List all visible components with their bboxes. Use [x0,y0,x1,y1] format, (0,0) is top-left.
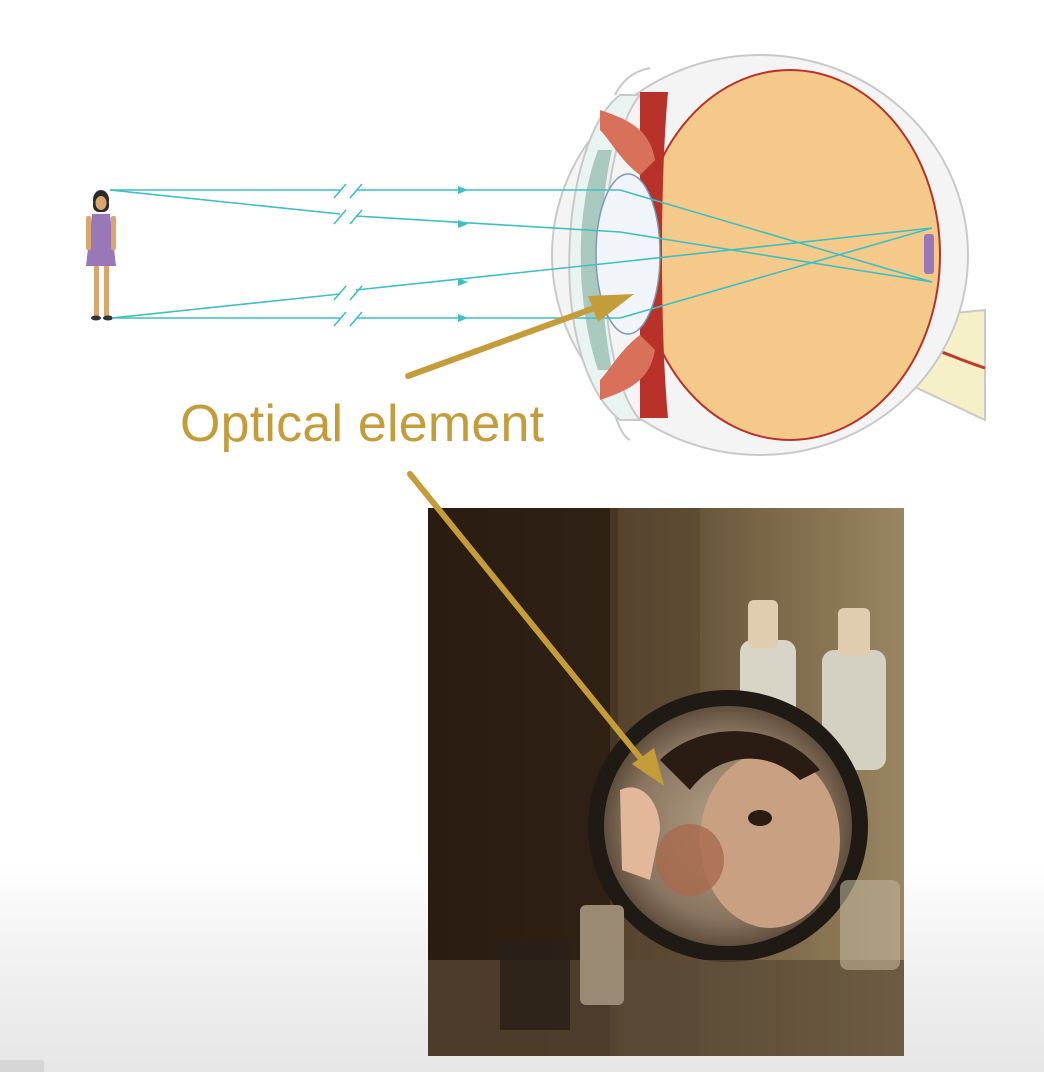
woman-figure-icon [86,190,116,321]
ray-break-marks [333,183,363,327]
mirror-photo-icon [428,508,904,1056]
player-corner-tab [0,1060,44,1072]
annotation-arrowheads [588,294,664,786]
annotation-arrows [405,303,645,763]
light-rays [109,189,933,319]
optical-element-label: Optical element [180,395,545,453]
ray-arrows [458,186,468,322]
